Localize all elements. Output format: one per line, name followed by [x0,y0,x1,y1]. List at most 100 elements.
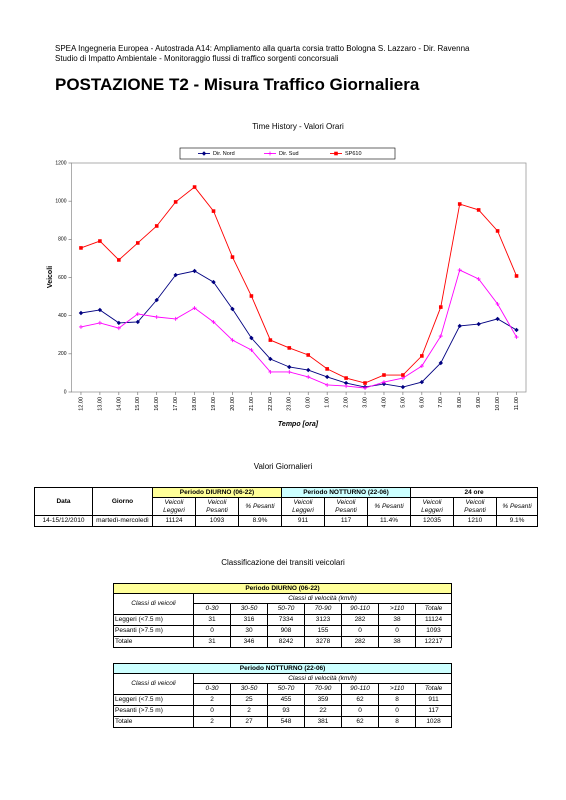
column-header: 70-90 [304,683,342,695]
x-tick-label: 2.00 [344,397,350,408]
table-row: 0-30 30-50 50-70 70-90 90-110 >110 Totale [114,683,453,695]
point [97,320,102,325]
table-cell: 908 [267,625,305,637]
column-header: 30-50 [230,683,268,695]
table-cell: 8.9% [237,515,283,527]
table-title: Periodo NOTTURNO (22-06) [112,663,453,674]
table-cell: 38 [378,614,416,626]
table-cell: 2 [230,705,268,717]
table-cell: 117 [324,515,369,527]
point [324,374,330,380]
column-header: 0-30 [193,683,231,695]
point [173,316,178,321]
point [438,305,443,309]
point [287,346,292,350]
x-tick-label: 10.00 [495,397,501,411]
point [249,335,254,341]
x-tick-label: 13.00 [97,397,103,411]
point [457,202,462,206]
table-cell: 14-15/12/2010 [34,515,93,527]
table-cell: 155 [304,625,342,637]
table-row: Periodo NOTTURNO (22-06) [112,663,453,674]
point [306,374,311,379]
column-header: 90-110 [341,603,379,615]
point [344,384,349,389]
table-cell: 0 [341,625,379,637]
table-cell: 381 [304,716,342,728]
point [419,379,425,385]
y-tick-label: 200 [58,351,67,357]
page-title: POSTAZIONE T2 - Misura Traffico Giornali… [55,75,420,94]
point [230,306,235,312]
table-cell: 911 [414,694,453,706]
point [173,272,178,278]
point [495,302,500,307]
series-line [80,270,517,388]
point [97,307,103,313]
x-tick-label: 6.00 [419,397,425,408]
series-line [80,269,517,389]
point [400,384,406,390]
column-header: 50-70 [267,603,305,615]
table-cell: 3123 [304,614,342,626]
row-label: Totale [113,636,194,648]
table-cell: 22 [304,705,342,717]
column-header: Giorno [92,487,153,516]
point [344,376,348,380]
column-header: 0-30 [193,603,231,615]
classification-table: Periodo DIURNO (06-22) Classi di veicoli C… [112,583,453,648]
column-header: 50-70 [267,683,305,695]
table-row: Pesanti (>7.5 m) 0 2 93 22 0 0 117 [113,705,453,717]
point [287,364,292,370]
point [268,151,272,156]
x-tick-label: 9.00 [476,397,482,408]
point [79,246,83,250]
point [135,311,140,316]
table-cell: 2 [193,716,231,728]
period-header: 24 ore [410,487,539,498]
speed-header: Classi di velocità (km/h) [192,673,453,684]
point [78,324,83,329]
table-row: Classi di veicoli Classi di velocità (km/… [113,673,453,695]
x-tick-label: 23.00 [287,397,293,411]
table-row: Classi di veicoli Classi di velocità (km/… [113,593,453,615]
column-header: >110 [378,683,416,695]
x-tick-label: 22.00 [268,397,274,411]
point [363,385,368,390]
table-cell: 11.4% [367,515,412,527]
legend [179,147,396,160]
section-title: Classificazione dei transiti veicolari [221,558,345,567]
point [78,310,84,316]
subcolumn-header: % Pesanti [367,497,412,516]
table-cell: 282 [341,636,379,648]
point [268,338,273,342]
x-tick-label: 4.00 [381,397,387,408]
subcolumn-header: Veicoli Leggeri [410,497,455,516]
section-title: Valori Giornalieri [253,462,313,471]
point [211,209,216,213]
point [135,241,140,245]
point [173,200,178,204]
point [98,239,102,243]
speed-header: Classi di velocità (km/h) [192,593,453,604]
point [268,369,273,374]
column-header: Data [34,487,93,516]
x-tick-label: 21.00 [249,397,255,411]
table-row: Leggeri (<7.5 m) 2 25 455 359 62 8 911 [113,694,453,706]
table-title: Periodo DIURNO (06-22) [112,583,453,594]
point [457,268,462,273]
table-cell: 0 [193,625,231,637]
point [457,323,462,329]
point [192,268,197,274]
x-tick-label: 14.00 [116,397,122,411]
column-header: Totale [414,683,453,695]
column-header: 70-90 [304,603,342,615]
x-tick-label: 20.00 [230,397,236,411]
point [334,151,338,156]
point [230,255,235,259]
row-label: Leggeri (<7.5 m) [113,614,194,626]
x-tick-label: 17.00 [173,397,179,411]
table-cell: 0 [378,625,416,637]
subcolumn-header: % Pesanti [237,497,283,516]
x-tick-label: 16.00 [154,397,160,411]
